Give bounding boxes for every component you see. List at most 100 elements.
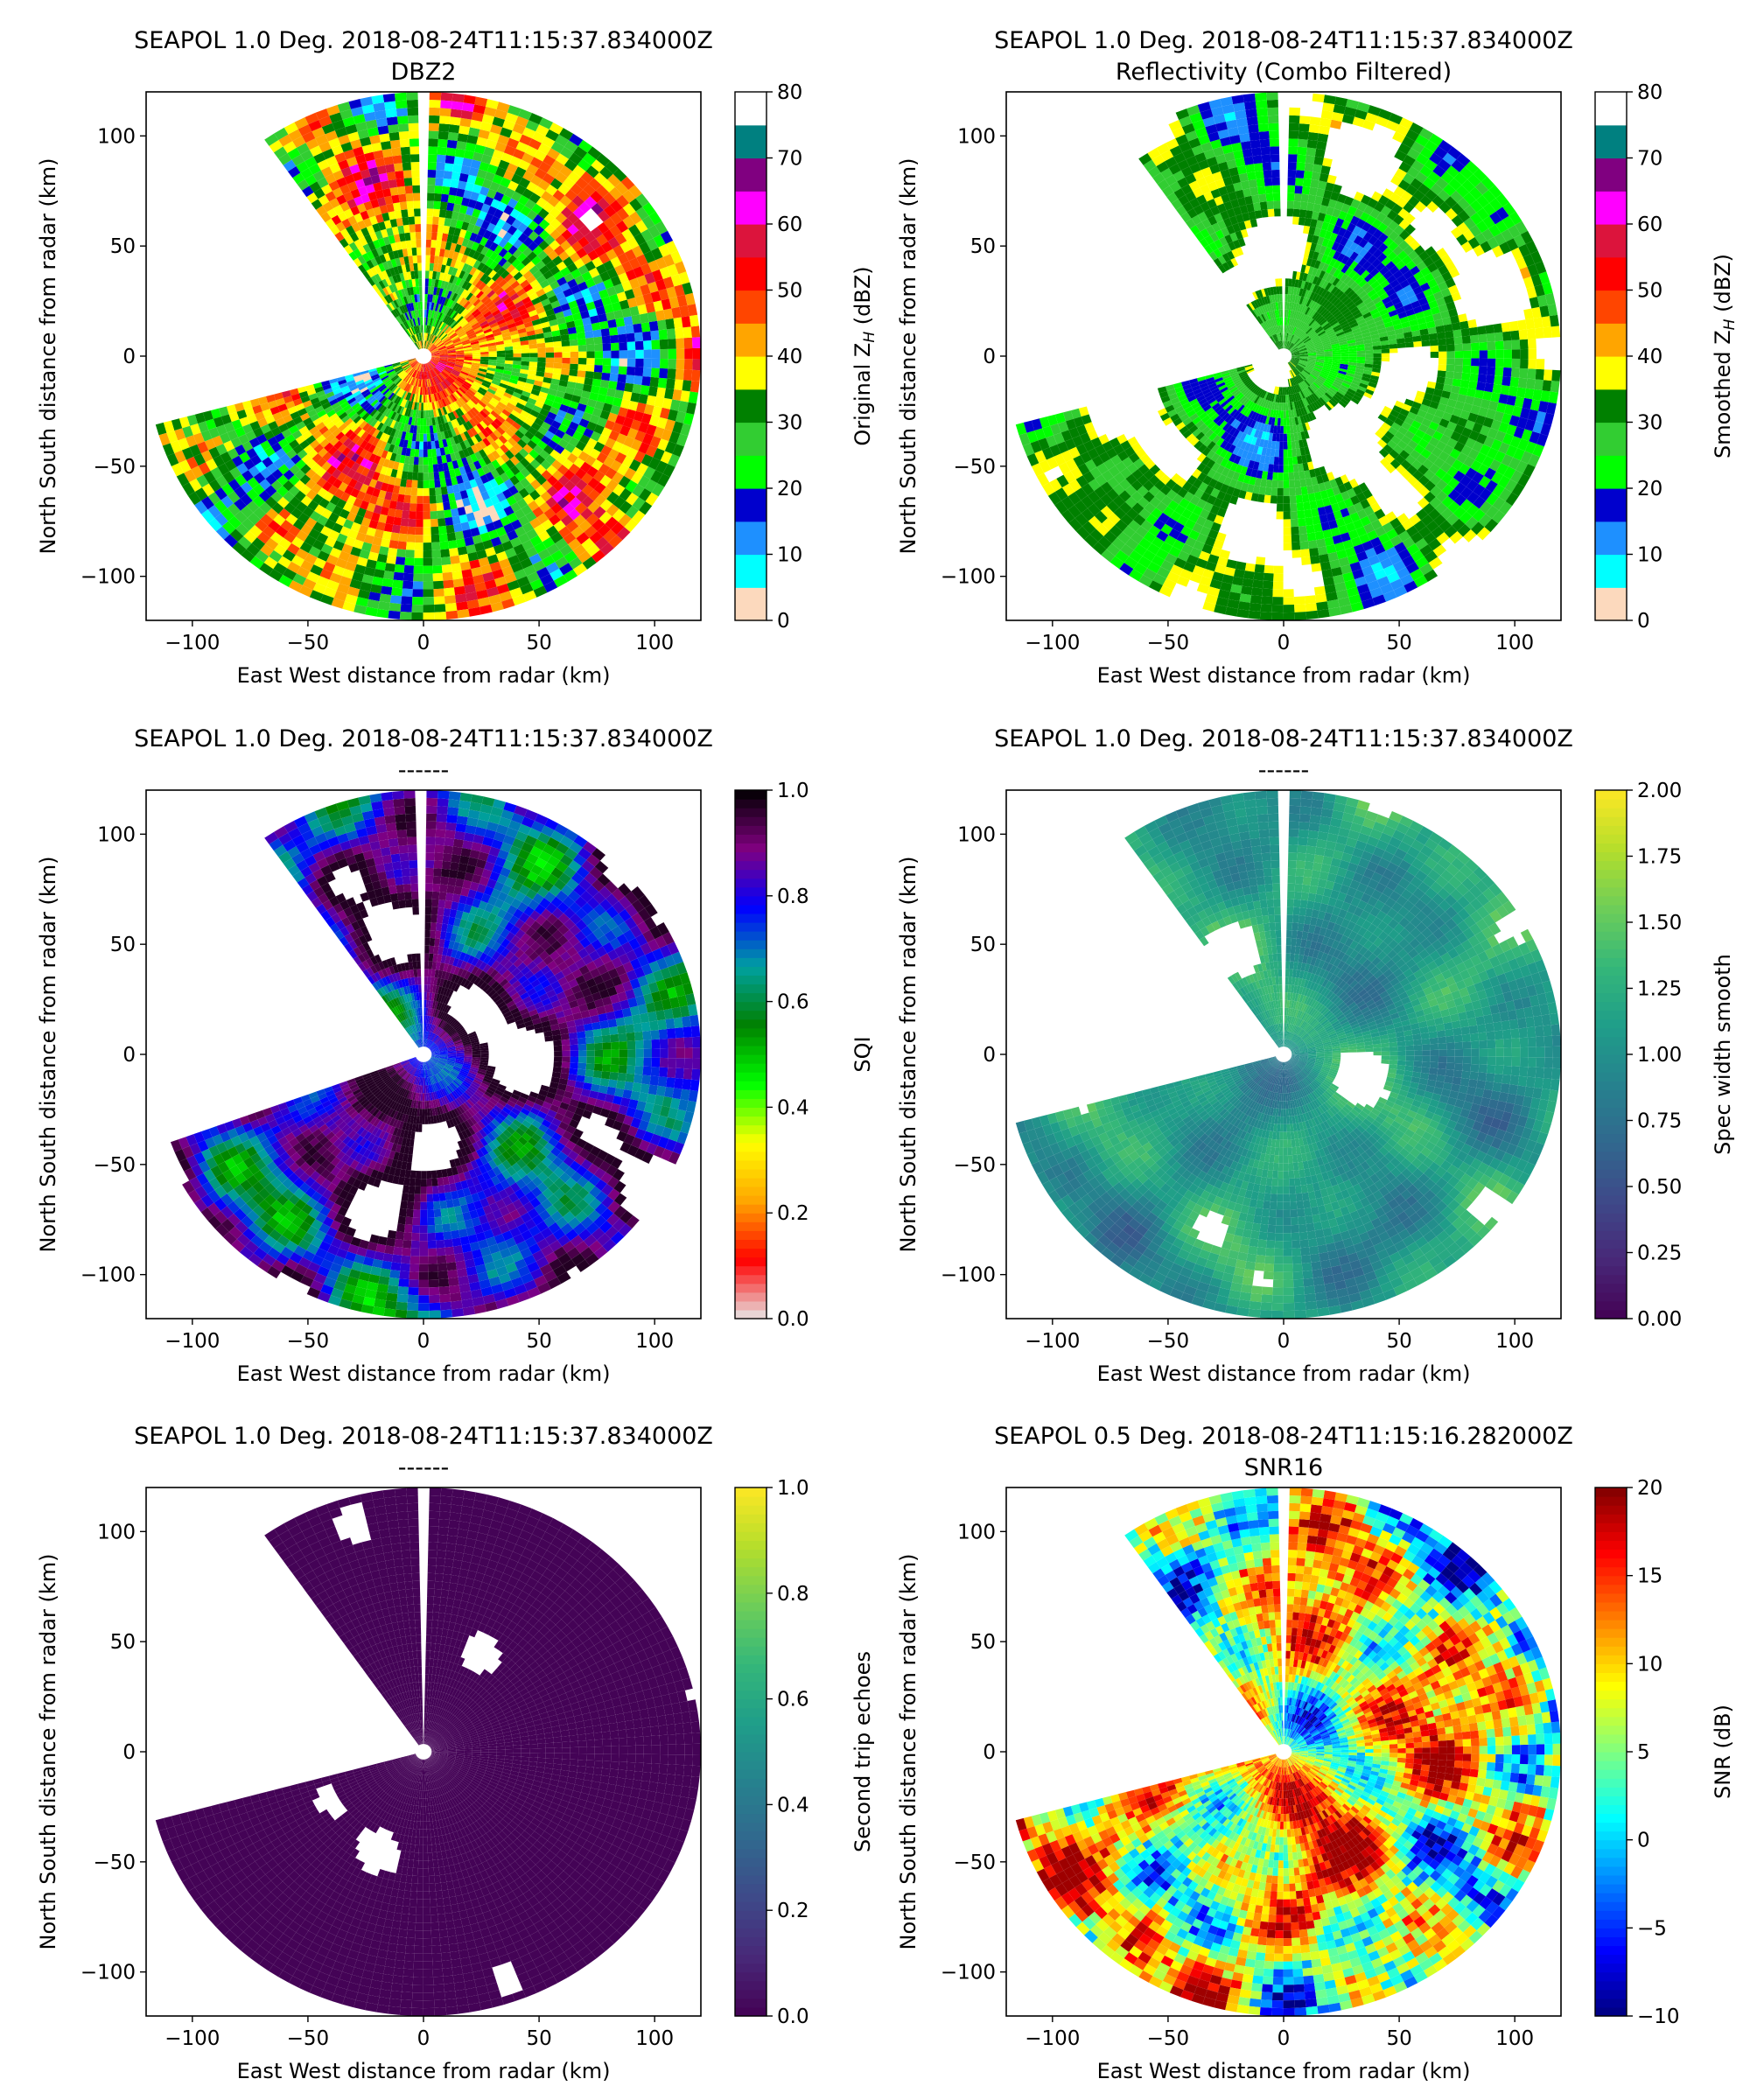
radar-cell [356, 382, 366, 388]
radar-cell [1162, 400, 1172, 409]
radar-cell [1133, 514, 1146, 526]
radar-cell [431, 369, 437, 377]
radar-cell [420, 309, 424, 318]
radar-cell [621, 228, 634, 242]
radar-cell [400, 241, 407, 249]
radar-cell [372, 223, 381, 233]
radar-cell [431, 326, 437, 335]
radar-cell [1264, 400, 1270, 409]
radar-cell [414, 550, 424, 558]
radar-cell [584, 377, 593, 386]
radar-cell [559, 128, 574, 141]
radar-cell [1063, 471, 1076, 484]
radar-cell [335, 557, 348, 569]
radar-cell [430, 511, 438, 520]
radar-cell [343, 208, 354, 219]
radar-cell [288, 580, 303, 592]
radar-cell [434, 612, 447, 620]
radar-cell [397, 123, 410, 132]
radar-cell [586, 351, 595, 359]
radar-cell [1257, 462, 1264, 472]
radar-cell [617, 326, 626, 335]
radar-cell [1046, 456, 1059, 470]
radar-cell [431, 417, 436, 426]
radar-cell [433, 472, 440, 480]
radar-cell [346, 181, 358, 192]
radar-cell [573, 146, 588, 159]
radar-cell [536, 371, 545, 377]
radar-cell [385, 269, 393, 277]
radar-cell [1216, 382, 1226, 388]
radar-cell [431, 224, 438, 233]
radar-cell [512, 248, 522, 259]
colorbar-segment [735, 521, 766, 556]
radar-cell [379, 385, 388, 393]
radar-cell [612, 496, 626, 509]
radar-cell [444, 405, 451, 414]
radar-cell [363, 217, 373, 228]
radar-cell [582, 444, 594, 456]
radar-cell [621, 455, 634, 468]
radar-cell [453, 228, 461, 237]
radar-cell [484, 405, 494, 414]
radar-cell [550, 141, 564, 154]
radar-cell [500, 453, 510, 463]
radar-cell [658, 329, 668, 340]
radar-cell [619, 299, 630, 310]
radar-cell [186, 435, 198, 448]
radar-cell [1265, 392, 1270, 401]
radar-cell [446, 362, 455, 366]
radar-cell [1130, 491, 1144, 503]
radar-cell [476, 550, 487, 560]
radar-cell [407, 376, 413, 384]
radar-cell [289, 388, 299, 396]
radar-cell [1240, 441, 1248, 451]
radar-cell [417, 262, 422, 271]
radar-cell [1138, 537, 1152, 550]
radar-cell [429, 345, 437, 352]
radar-cell [331, 144, 344, 156]
radar-cell [502, 488, 513, 500]
radar-cell [358, 246, 367, 256]
radar-cell [418, 278, 423, 287]
radar-cell [1251, 385, 1258, 393]
radar-cell [510, 501, 522, 513]
radar-cell [1320, 490, 1329, 500]
radar-cell [420, 363, 423, 372]
radar-cell [483, 298, 493, 306]
radar-cell [349, 232, 360, 242]
radar-cell [389, 374, 398, 380]
radar-cell [298, 390, 309, 399]
radar-cell [546, 465, 557, 476]
radar-cell [428, 343, 433, 350]
radar-cell [501, 395, 511, 402]
radar-cell [1322, 497, 1331, 508]
radar-cell [398, 533, 408, 542]
radar-cell [486, 388, 496, 395]
radar-cell [207, 492, 221, 506]
radar-cell [508, 180, 519, 192]
radar-cell [486, 336, 495, 341]
radar-cell [494, 576, 508, 587]
radar-cell [1323, 577, 1335, 586]
radar-cell [356, 408, 365, 416]
radar-cell [435, 486, 442, 496]
radar-cell [1278, 480, 1284, 488]
radar-cell [630, 419, 641, 431]
radar-cell [448, 226, 456, 235]
radar-cell [1205, 429, 1214, 438]
radar-cell [274, 432, 285, 443]
radar-cell [426, 425, 430, 434]
radar-cell [481, 178, 493, 189]
radar-cell [461, 369, 470, 374]
radar-cell [468, 166, 480, 177]
radar-cell [363, 200, 374, 211]
radar-cell [304, 404, 315, 413]
radar-cell [1229, 462, 1238, 472]
radar-cell [480, 203, 491, 214]
radar-cell [1212, 571, 1224, 582]
radar-cell [1186, 554, 1199, 566]
radar-cell [417, 363, 421, 371]
radar-cell [330, 225, 340, 235]
radar-cell [450, 555, 460, 564]
